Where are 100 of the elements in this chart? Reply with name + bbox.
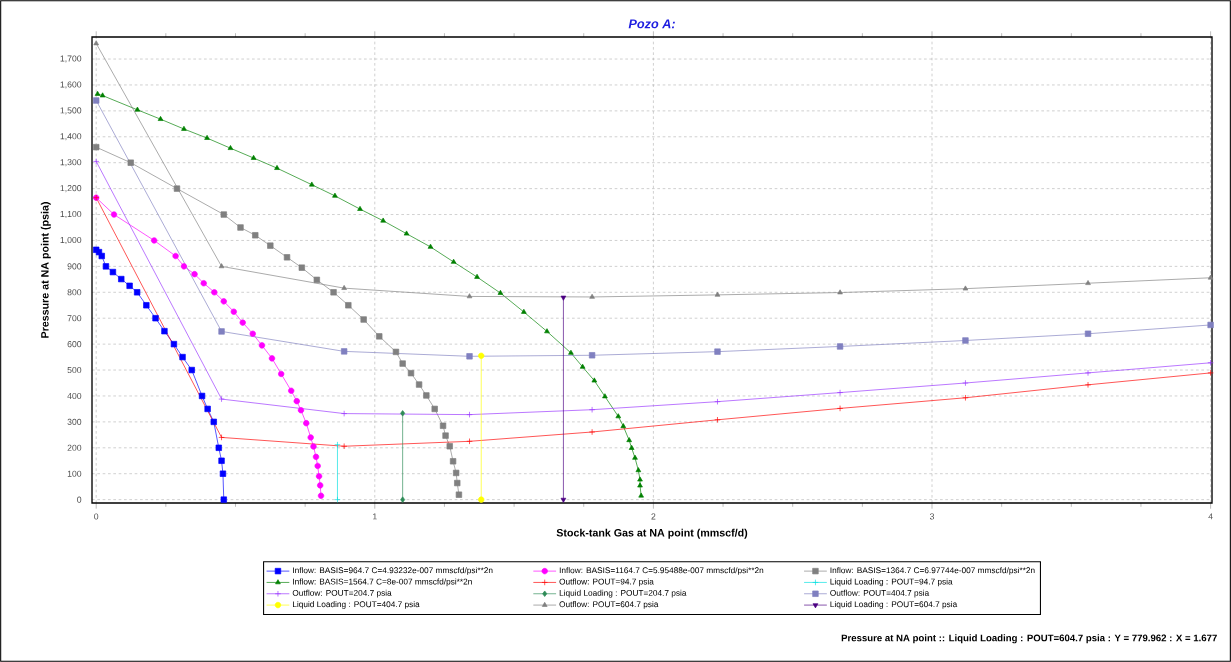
point xyxy=(450,258,457,264)
point xyxy=(173,185,181,192)
point xyxy=(637,476,643,482)
y-tick-label: 1,300 xyxy=(60,159,82,167)
point xyxy=(602,393,608,399)
point xyxy=(303,420,310,427)
point xyxy=(157,116,164,121)
point xyxy=(568,349,574,355)
point xyxy=(466,293,473,299)
point xyxy=(211,289,218,296)
point xyxy=(220,211,227,218)
point xyxy=(161,328,168,335)
y-tick-label: 600 xyxy=(67,341,82,348)
point xyxy=(442,432,449,439)
point xyxy=(218,263,225,269)
point xyxy=(312,453,320,461)
point xyxy=(293,398,300,405)
y-tick-label: 900 xyxy=(67,263,82,270)
point xyxy=(143,302,150,309)
point xyxy=(309,181,315,187)
point xyxy=(962,394,969,401)
point xyxy=(589,293,595,299)
point xyxy=(431,405,438,413)
point xyxy=(544,328,550,334)
y-tick-label: 1,500 xyxy=(60,107,82,115)
point xyxy=(1207,359,1214,366)
point xyxy=(466,438,473,445)
point xyxy=(218,328,225,335)
point xyxy=(637,482,643,488)
point xyxy=(102,263,110,270)
point xyxy=(230,308,237,315)
point xyxy=(334,496,341,503)
point xyxy=(449,458,457,465)
point xyxy=(109,268,117,276)
point xyxy=(93,158,100,165)
point xyxy=(315,473,323,480)
point xyxy=(1207,321,1214,329)
point xyxy=(837,289,843,295)
y-axis-title: Pressure at NA point (psia) xyxy=(40,202,51,338)
point xyxy=(298,264,305,271)
x-tick-label: 2 xyxy=(651,513,656,520)
legend-label: Liquid Loading : POUT=604.7 psia xyxy=(830,601,958,609)
point xyxy=(332,192,338,198)
point xyxy=(620,423,627,429)
point xyxy=(591,377,598,383)
x-tick-label: 3 xyxy=(929,513,935,520)
chart-title: Pozo A: xyxy=(628,19,675,29)
point xyxy=(334,441,341,448)
point xyxy=(237,224,244,231)
legend-label: Inflow: BASIS=1564.7 C=8e-007 mmscfd/psi**2n xyxy=(293,578,472,587)
point xyxy=(357,205,363,211)
point xyxy=(455,491,463,498)
point xyxy=(126,282,133,289)
point xyxy=(615,413,622,419)
point xyxy=(478,352,485,359)
point xyxy=(1084,330,1092,337)
point xyxy=(714,348,721,355)
legend-label: Liquid Loading : POUT=94.7 psia xyxy=(830,578,953,587)
point xyxy=(588,406,596,413)
point xyxy=(400,496,406,503)
y-tick-label: 300 xyxy=(67,418,82,425)
legend-label: Outflow: POUT=404.7 psia xyxy=(830,589,930,598)
point xyxy=(466,353,473,360)
point xyxy=(172,252,179,260)
point xyxy=(219,470,227,477)
point xyxy=(380,217,386,223)
point xyxy=(215,444,222,451)
point xyxy=(313,276,320,283)
point xyxy=(134,106,141,112)
point xyxy=(297,407,305,414)
point xyxy=(110,211,118,218)
point xyxy=(188,366,195,374)
point xyxy=(439,422,447,429)
point xyxy=(249,330,256,337)
y-tick-label: 1,000 xyxy=(60,236,82,245)
point xyxy=(252,232,259,239)
point xyxy=(478,496,485,503)
point xyxy=(218,434,225,441)
point xyxy=(94,90,101,96)
point xyxy=(588,352,596,359)
legend-label: Inflow: BASIS=1164.7 C=5.95488e-007 mmscfd/psi**2n xyxy=(559,567,764,575)
x-tick-label: 0 xyxy=(94,513,99,520)
point xyxy=(628,444,635,450)
x-tick-label: 4 xyxy=(1208,513,1213,520)
point xyxy=(579,363,586,369)
y-tick-label: 0 xyxy=(77,496,82,503)
point xyxy=(446,443,453,450)
y-tick-label: 700 xyxy=(67,315,82,322)
point xyxy=(170,340,178,348)
point xyxy=(98,252,105,260)
point xyxy=(330,289,337,296)
point xyxy=(1085,280,1091,285)
point xyxy=(588,428,596,436)
legend-label: Outflow: POUT=604.7 psia xyxy=(559,601,659,609)
point xyxy=(392,348,400,356)
point xyxy=(218,457,225,464)
point xyxy=(274,165,280,170)
y-tick-label: 1,400 xyxy=(60,133,82,141)
point xyxy=(632,454,638,460)
point xyxy=(267,242,274,249)
